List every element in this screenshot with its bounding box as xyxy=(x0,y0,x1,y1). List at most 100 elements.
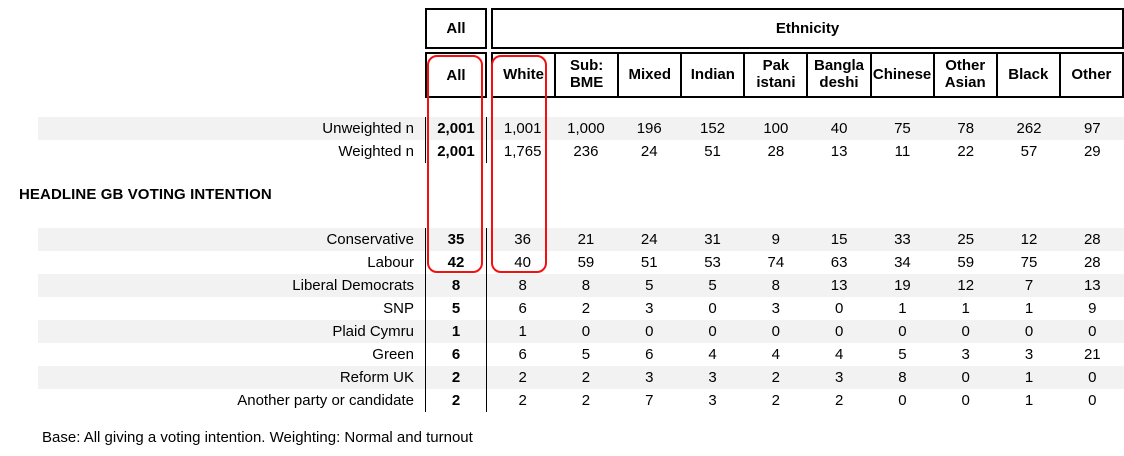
cell-value: 13 xyxy=(830,143,848,160)
cell-value: 3 xyxy=(961,346,970,363)
cell-value: 262 xyxy=(1016,120,1042,137)
cell-value: 0 xyxy=(961,392,970,409)
cell-value: 2 xyxy=(834,392,844,409)
cell-value: 2 xyxy=(581,392,591,409)
all-value: 2 xyxy=(425,366,487,389)
cell-value: 1 xyxy=(1024,392,1034,409)
cell-value: 3 xyxy=(1024,346,1034,363)
cell-value: 0 xyxy=(1088,323,1097,340)
cell-value: 4 xyxy=(771,346,780,363)
cell-value: 0 xyxy=(834,300,844,317)
cell-value: 0 xyxy=(834,323,844,340)
base-note: Base: All giving a voting intention. Wei… xyxy=(42,429,473,446)
row-label: Weighted n xyxy=(338,143,414,160)
cell-value: 1 xyxy=(1024,369,1034,386)
cell-value: 78 xyxy=(957,120,975,137)
cell-value: 1,000 xyxy=(567,120,605,137)
cell-value: 40 xyxy=(830,120,848,137)
cell-value: 6 xyxy=(518,300,527,317)
cell-value: 2 xyxy=(771,392,780,409)
table-row: Liberal Democrats 8 8 8 5 5 8 13 19 12 7 13 xyxy=(0,274,1124,297)
cell-value: 11 xyxy=(894,143,911,160)
cell-value: 33 xyxy=(894,231,911,248)
table-row: Green 6 6 5 6 4 4 4 5 3 3 21 xyxy=(0,343,1124,366)
cell-value: 8 xyxy=(581,277,591,294)
cell-value: 24 xyxy=(640,231,658,248)
voting-rows: Conservative 35 36 21 24 31 9 15 33 25 12 28 Labour 4… xyxy=(0,228,1124,412)
cell-value: 3 xyxy=(645,300,654,317)
cell-value: 3 xyxy=(645,369,654,386)
cell-value: 28 xyxy=(1083,254,1101,271)
cell-value: 0 xyxy=(708,300,717,317)
row-values: 6 2 3 0 3 0 1 1 1 9 xyxy=(491,297,1124,320)
cell-value: 1,001 xyxy=(503,120,542,137)
column-header: Indian xyxy=(680,54,743,96)
table-row: Labour 42 40 59 51 53 74 63 34 59 75 28 xyxy=(0,251,1124,274)
column-header: Bangla deshi xyxy=(806,54,869,96)
ethnicity-columns: White Sub: BME Mixed Indian Pak istani Bangla… xyxy=(491,52,1124,98)
column-header: Mixed xyxy=(617,54,680,96)
cell-value: 0 xyxy=(645,323,654,340)
cell-value: 59 xyxy=(957,254,975,271)
cell-value: 0 xyxy=(1024,323,1034,340)
ethnicity-group-header: Ethnicity xyxy=(491,8,1124,49)
cell-value: 40 xyxy=(514,254,531,271)
cell-value: 3 xyxy=(708,392,717,409)
cell-value: 152 xyxy=(700,120,726,137)
cell-value: 75 xyxy=(1020,254,1038,271)
cell-value: 59 xyxy=(577,254,595,271)
cell-value: 1 xyxy=(1024,300,1034,317)
cell-value: 100 xyxy=(763,120,789,137)
cell-value: 5 xyxy=(898,346,907,363)
cell-value: 7 xyxy=(645,392,654,409)
column-header: Sub: BME xyxy=(554,54,617,96)
cell-value: 22 xyxy=(957,143,975,160)
cell-value: 1 xyxy=(961,300,970,317)
cell-value: 0 xyxy=(771,323,780,340)
cell-value: 21 xyxy=(1083,346,1101,363)
cell-value: 0 xyxy=(1088,369,1097,386)
cell-value: 36 xyxy=(514,231,531,248)
cell-value: 19 xyxy=(894,277,911,294)
all-value: 6 xyxy=(425,343,487,366)
cell-value: 4 xyxy=(708,346,717,363)
row-values: 1 0 0 0 0 0 0 0 0 0 xyxy=(491,320,1124,343)
cell-value: 3 xyxy=(834,369,844,386)
cell-value: 8 xyxy=(518,277,527,294)
cell-value: 12 xyxy=(1020,231,1038,248)
cell-value: 28 xyxy=(1083,231,1101,248)
row-values: 36 21 24 31 9 15 33 25 12 28 xyxy=(491,228,1124,251)
cell-value: 12 xyxy=(957,277,975,294)
column-header: Other Asian xyxy=(932,54,996,96)
cell-value: 51 xyxy=(704,143,721,160)
row-label: Another party or candidate xyxy=(237,392,414,409)
cell-value: 74 xyxy=(767,254,785,271)
all-value: 42 xyxy=(425,251,487,274)
row-values: 6 5 6 4 4 4 5 3 3 21 xyxy=(491,343,1124,366)
row-values: 2 2 3 3 2 3 8 0 1 0 xyxy=(491,366,1124,389)
all-value: 35 xyxy=(425,228,487,251)
all-group-header: All xyxy=(425,8,487,49)
cell-value: 6 xyxy=(645,346,654,363)
cell-value: 97 xyxy=(1083,120,1101,137)
cell-value: 24 xyxy=(640,143,658,160)
cell-value: 0 xyxy=(581,323,591,340)
table-row: Unweighted n 2,001 1,001 1,000 196 152 100 40 75… xyxy=(0,117,1124,140)
cell-value: 9 xyxy=(771,231,780,248)
cell-value: 2 xyxy=(581,369,591,386)
column-header: Black xyxy=(995,54,1059,96)
row-values: 1,001 1,000 196 152 100 40 75 78 262 97 xyxy=(491,117,1124,140)
all-value: 2 xyxy=(425,389,487,412)
table-row: Weighted n 2,001 1,765 236 24 51 28 13 11 22 57 29 xyxy=(0,140,1124,163)
column-header: Chinese xyxy=(869,54,933,96)
row-label: Labour xyxy=(367,254,414,271)
all-column-header: All xyxy=(425,52,487,98)
table-row: Another party or candidate 2 2 2 7 3 2 2 0 0 1 0 xyxy=(0,389,1124,412)
table-row: Reform UK 2 2 2 3 3 2 3 8 0 1 0 xyxy=(0,366,1124,389)
all-value: 1 xyxy=(425,320,487,343)
row-label: Green xyxy=(372,346,414,363)
cell-value: 13 xyxy=(1083,277,1101,294)
cell-value: 5 xyxy=(708,277,717,294)
cell-value: 21 xyxy=(577,231,595,248)
